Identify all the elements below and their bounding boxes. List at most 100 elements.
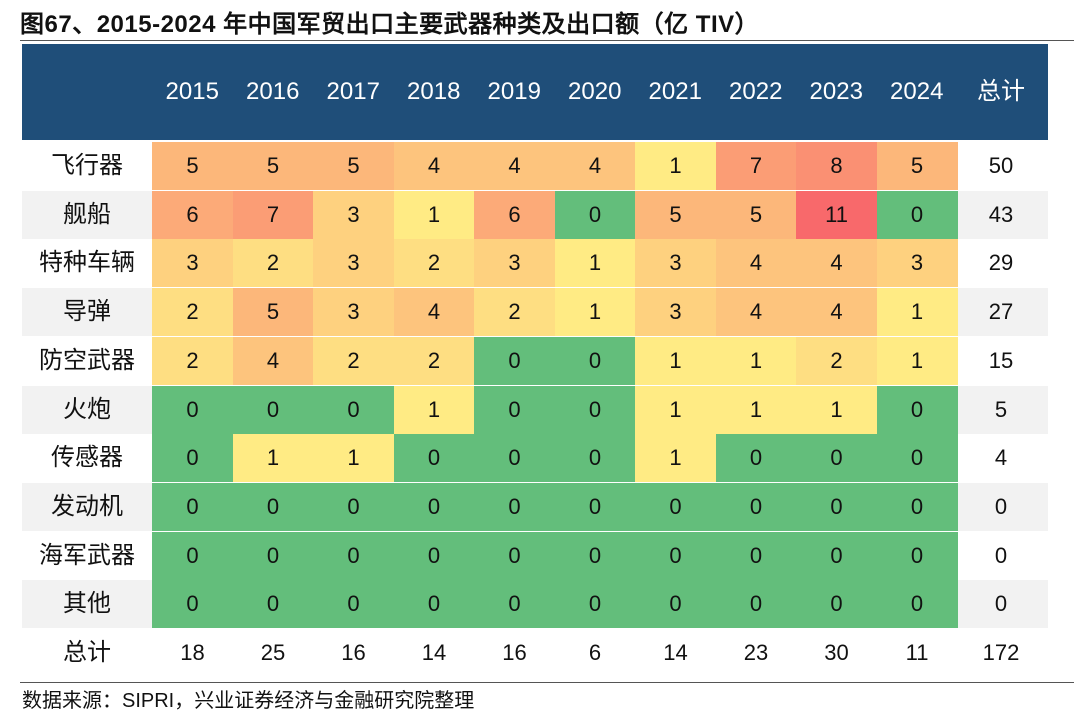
column-header-2022: 2022 <box>729 78 783 105</box>
heatmap-cell: 6 <box>152 191 234 239</box>
heatmap-cell: 0 <box>796 580 878 628</box>
heatmap-cell: 0 <box>796 434 878 482</box>
heatmap-cell: 4 <box>715 239 797 287</box>
row-label: 飞行器 <box>51 152 123 179</box>
column-header-2018: 2018 <box>407 78 461 105</box>
column-total-cell: 16 <box>341 640 366 665</box>
heatmap-cell: 2 <box>152 288 234 336</box>
heatmap-cell: 5 <box>152 142 234 190</box>
column-total-cell: 18 <box>180 640 205 665</box>
heatmap-cell: 3 <box>635 239 717 287</box>
source-note: 数据来源：SIPRI，兴业证券经济与金融研究院整理 <box>22 690 475 712</box>
column-header-2016: 2016 <box>246 78 300 105</box>
heatmap-cell: 5 <box>232 142 314 190</box>
column-header-2020: 2020 <box>568 78 622 105</box>
total-row-label: 总计 <box>63 639 111 666</box>
heatmap-cell: 2 <box>152 337 234 385</box>
column-header-2015: 2015 <box>165 78 219 105</box>
heatmap-cell: 8 <box>796 142 878 190</box>
heatmap-cell: 0 <box>876 483 958 531</box>
heatmap-cell: 3 <box>152 239 234 287</box>
heatmap-cell: 7 <box>715 142 797 190</box>
heatmap-cell: 2 <box>393 239 475 287</box>
heatmap-cell: 0 <box>313 580 395 628</box>
grand-total-cell: 172 <box>982 640 1020 665</box>
heatmap-cell: 0 <box>313 483 395 531</box>
heatmap-cell: 0 <box>152 483 234 531</box>
table-header: 2015 2016 2017 2018 2019 2020 2021 2022 2023 2024… <box>22 44 1048 140</box>
column-total-cell: 25 <box>260 640 286 665</box>
heatmap-cell: 0 <box>232 483 314 531</box>
heatmap-cell: 2 <box>474 288 556 336</box>
row-label: 海军武器 <box>39 542 135 569</box>
heatmap-cell: 0 <box>152 532 234 580</box>
heatmap-cell: 0 <box>715 580 797 628</box>
column-total-cell: 14 <box>421 640 447 665</box>
column-header-2024: 2024 <box>890 78 944 105</box>
heatmap-cell: 3 <box>313 239 395 287</box>
heatmap-cell: 0 <box>554 386 636 434</box>
heatmap-cell: 0 <box>313 386 395 434</box>
row-label: 火炮 <box>63 396 111 423</box>
heatmap-cell: 4 <box>554 142 636 190</box>
column-header-total: 总计 <box>977 78 1025 105</box>
heatmap-cell: 4 <box>474 142 556 190</box>
column-total-cell: 6 <box>588 640 602 665</box>
column-total-cell: 23 <box>743 640 769 665</box>
row-total-cell: 0 <box>994 591 1008 616</box>
heatmap-cell: 1 <box>876 337 958 385</box>
heatmap-cell: 0 <box>876 532 958 580</box>
heatmap-cell: 0 <box>474 386 556 434</box>
heatmap-cell: 0 <box>393 580 475 628</box>
row-label: 发动机 <box>51 493 123 520</box>
row-total-cell: 0 <box>994 494 1008 519</box>
row-total-cell: 29 <box>988 250 1014 275</box>
heatmap-cell: 0 <box>635 483 717 531</box>
heatmap-cell: 0 <box>393 434 475 482</box>
heatmap-cell: 0 <box>474 337 556 385</box>
title-divider <box>20 40 1074 41</box>
heatmap-cell: 0 <box>393 483 475 531</box>
heatmap-cell: 4 <box>796 288 878 336</box>
heatmap-cell: 0 <box>635 580 717 628</box>
heatmap-cell: 5 <box>313 142 395 190</box>
heatmap-cell: 1 <box>313 434 395 482</box>
row-label: 防空武器 <box>39 347 135 374</box>
heatmap-cell: 7 <box>232 191 314 239</box>
heatmap-cell: 0 <box>232 532 314 580</box>
heatmap-cell: 5 <box>635 191 717 239</box>
heatmap-cell: 3 <box>313 191 395 239</box>
heatmap-cell: 0 <box>152 580 234 628</box>
heatmap-cell: 0 <box>474 532 556 580</box>
chart-title: 图67、2015-2024 年中国军贸出口主要武器种类及出口额（亿 TIV） <box>20 11 760 38</box>
heatmap-cell: 4 <box>715 288 797 336</box>
heatmap-cell: 0 <box>876 191 958 239</box>
column-total-cell: 30 <box>824 640 849 665</box>
heatmap-cell: 0 <box>474 483 556 531</box>
heatmap-cell: 0 <box>715 532 797 580</box>
heatmap-cell: 0 <box>876 434 958 482</box>
heatmap-cell: 1 <box>393 386 475 434</box>
row-label: 其他 <box>63 590 111 617</box>
heatmap-cell: 0 <box>393 532 475 580</box>
heatmap-cell: 1 <box>876 288 958 336</box>
heatmap-cell: 4 <box>393 142 475 190</box>
heatmap-cell: 1 <box>635 142 717 190</box>
heatmap-cell: 4 <box>796 239 878 287</box>
heatmap-cell: 0 <box>152 386 234 434</box>
heatmap-cell: 0 <box>554 483 636 531</box>
row-total-cell: 5 <box>994 397 1008 422</box>
heatmap-cell: 0 <box>232 580 314 628</box>
heatmap-cell: 0 <box>152 434 234 482</box>
heatmap-cell: 0 <box>715 434 797 482</box>
heatmap-cell: 4 <box>393 288 475 336</box>
heatmap-cell: 2 <box>796 337 878 385</box>
heatmap-cell: 1 <box>554 239 636 287</box>
heatmap-cell: 11 <box>796 191 878 239</box>
column-header-2023: 2023 <box>809 78 863 105</box>
row-total-cell: 15 <box>988 348 1014 373</box>
heatmap-cell: 0 <box>554 434 636 482</box>
heatmap-cell: 0 <box>554 532 636 580</box>
heatmap-cell: 1 <box>635 434 717 482</box>
heatmap-cell: 2 <box>232 239 314 287</box>
